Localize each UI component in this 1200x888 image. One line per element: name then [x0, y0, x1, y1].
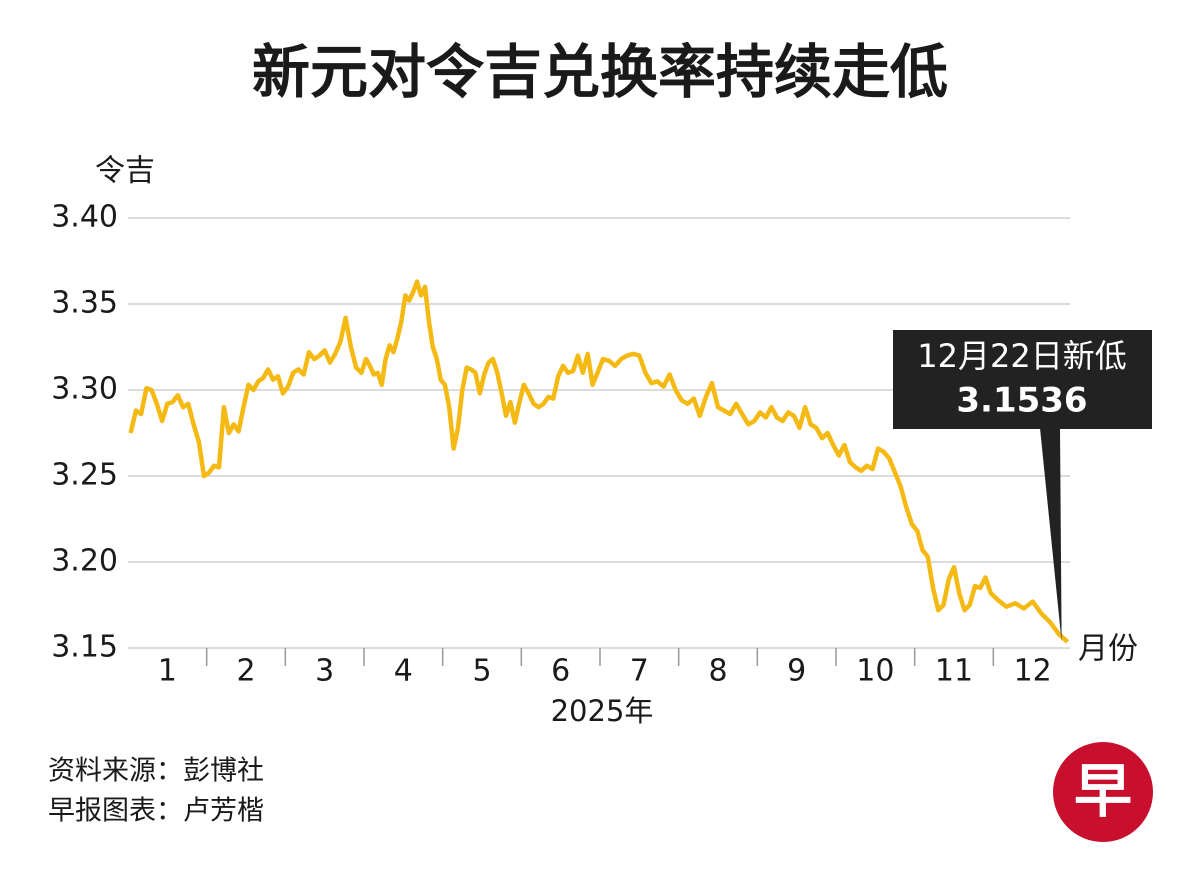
logo: 早	[1074, 757, 1132, 825]
x-tick-label: 9	[787, 654, 806, 689]
y-tick-label: 3.30	[51, 372, 118, 407]
x-tick-label: 4	[394, 654, 413, 689]
x-tick-label: 12	[1014, 654, 1052, 689]
y-tick-label: 3.15	[51, 630, 118, 665]
x-tick-label: 7	[630, 654, 649, 689]
x-tick-label: 11	[935, 654, 973, 689]
x-axis-label: 月份	[1078, 632, 1138, 667]
y-axis-label: 令吉	[95, 154, 155, 189]
credit: 早报图表：卢芳楷	[48, 796, 264, 827]
x-tick-label: 6	[551, 654, 570, 689]
callout-pointer	[1040, 428, 1062, 642]
logo-circle	[1053, 742, 1153, 842]
x-axis-sublabel: 2025年	[551, 694, 654, 728]
y-tick-label: 3.20	[51, 544, 118, 579]
y-tick-label: 3.25	[51, 458, 118, 493]
source: 资料来源：彭博社	[48, 756, 264, 787]
value-label: 3.1536	[956, 381, 1087, 421]
callout-box	[893, 330, 1152, 429]
x-tick-label: 2	[236, 654, 255, 689]
x-tick-label: 10	[856, 654, 894, 689]
annotation: 12月22日新低	[917, 337, 1126, 375]
y-tick-label: 3.35	[51, 286, 118, 321]
y-tick-label: 3.40	[51, 200, 118, 235]
line	[128, 279, 1070, 644]
x-tick-label: 5	[472, 654, 491, 689]
x-tick-label: 3	[315, 654, 334, 689]
x-tick-label: 8	[708, 654, 727, 689]
chart-title: 新元对令吉兑换率持续走低	[252, 38, 948, 106]
x-tick-label: 1	[158, 654, 177, 689]
